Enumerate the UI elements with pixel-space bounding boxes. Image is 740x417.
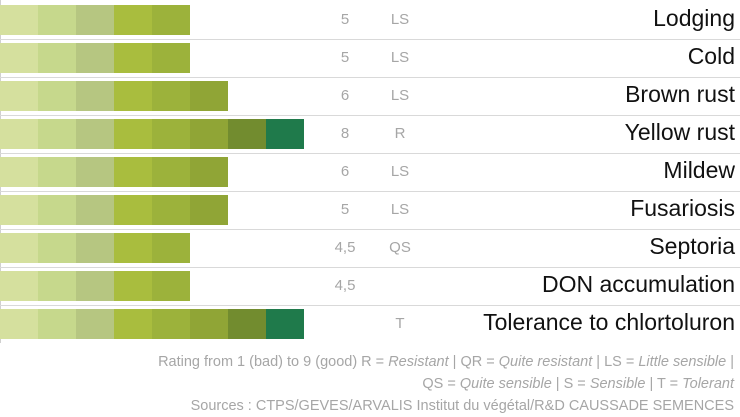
bar-segment [152, 5, 190, 35]
bar-segment [0, 157, 38, 187]
bar-segment [0, 309, 38, 339]
bar-segment [114, 309, 152, 339]
rating: 6 [341, 87, 349, 104]
bar-segment [38, 5, 76, 35]
code: LS [391, 87, 409, 104]
bar-segment [114, 119, 152, 149]
footer-text: Sources : CTPS/GEVES/ARVALIS Institut du… [190, 398, 734, 414]
footer-text: Little sensible [638, 354, 727, 370]
footer-text: Resistant [388, 354, 449, 370]
bar-segment [152, 195, 190, 225]
footer-text: | T = [645, 376, 683, 392]
footer-line: Sources : CTPS/GEVES/ARVALIS Institut du… [0, 395, 734, 417]
footer-text: Sensible [589, 376, 646, 392]
bar-segment [190, 195, 228, 225]
bar-segment [152, 233, 190, 263]
bar-segment [76, 233, 114, 263]
bar-segment [114, 233, 152, 263]
bar-segment [76, 119, 114, 149]
bar-segment [76, 271, 114, 301]
bar-segment [0, 81, 38, 111]
code: R [395, 125, 406, 142]
bar-segment [0, 195, 38, 225]
row-label: Yellow rust [625, 119, 736, 145]
footer-line: QS = Quite sensible | S = Sensible | T =… [0, 373, 734, 395]
row-label: Cold [688, 43, 735, 69]
row-label: Brown rust [625, 81, 736, 107]
code: LS [391, 49, 409, 66]
bar-segment [0, 271, 38, 301]
row-label: Fusariosis [630, 195, 735, 221]
footer-text: Rating from 1 (bad) to 9 (good) R = [158, 354, 389, 370]
bar-segment [38, 119, 76, 149]
bar-segment [0, 5, 38, 35]
bar-segment [38, 43, 76, 73]
code: LS [391, 163, 409, 180]
bar-segment [114, 157, 152, 187]
bar-segment [76, 43, 114, 73]
bar-segment [38, 157, 76, 187]
footer-text: | [726, 354, 734, 370]
footer-text: | LS = [592, 354, 639, 370]
footer-text: Quite resistant [498, 354, 593, 370]
bar-segment [152, 119, 190, 149]
bar-segment [266, 119, 304, 149]
bar-segment [38, 271, 76, 301]
bar-segment [114, 195, 152, 225]
rating: 4,5 [335, 239, 356, 256]
bar-segment [228, 309, 266, 339]
chart: 5 LS Lodging 5 LS Cold 6 LS Brown rust 8 R Yellow r… [0, 0, 740, 343]
bar-segment [76, 309, 114, 339]
bar-segment [228, 119, 266, 149]
row-label: Tolerance to chlortoluron [483, 309, 735, 335]
bar-segment [0, 233, 38, 263]
bar-segment [152, 157, 190, 187]
bar-segment [114, 5, 152, 35]
code: LS [391, 201, 409, 218]
bar-segment [76, 157, 114, 187]
bar-segment [76, 81, 114, 111]
bar-segment [114, 81, 152, 111]
bar-segment [266, 309, 304, 339]
footer-line: Rating from 1 (bad) to 9 (good) R = Resi… [0, 351, 734, 373]
row-label: DON accumulation [542, 271, 735, 297]
row-label: Mildew [663, 157, 735, 183]
footer-text: | QR = [448, 354, 499, 370]
rating: 4,5 [335, 277, 356, 294]
footer-text: QS = [422, 376, 460, 392]
bar-segment [190, 81, 228, 111]
row-label: Septoria [649, 233, 735, 259]
row-label: Lodging [653, 5, 735, 31]
code: LS [391, 11, 409, 28]
rating: 8 [341, 125, 349, 142]
bar-segment [190, 157, 228, 187]
bar-segment [76, 5, 114, 35]
rating: 5 [341, 49, 349, 66]
bar-segment [114, 271, 152, 301]
rating: 5 [341, 11, 349, 28]
footer-text: | S = [551, 376, 590, 392]
rating: 6 [341, 163, 349, 180]
footer-text: Tolerant [682, 376, 734, 392]
bar-segment [38, 81, 76, 111]
bar-segment [38, 195, 76, 225]
code: QS [389, 239, 411, 256]
bar-segment [114, 43, 152, 73]
bar-segment [152, 81, 190, 111]
bar-segment [190, 119, 228, 149]
rating: 5 [341, 201, 349, 218]
bar-segment [190, 309, 228, 339]
code: T [395, 315, 404, 332]
bar-segment [38, 309, 76, 339]
bar-segment [76, 195, 114, 225]
bar-segment [152, 43, 190, 73]
bar-segment [0, 43, 38, 73]
footer-text: Quite sensible [459, 376, 552, 392]
bar-segment [152, 309, 190, 339]
bar-segment [152, 271, 190, 301]
bar-segment [38, 233, 76, 263]
bar-segment [0, 119, 38, 149]
